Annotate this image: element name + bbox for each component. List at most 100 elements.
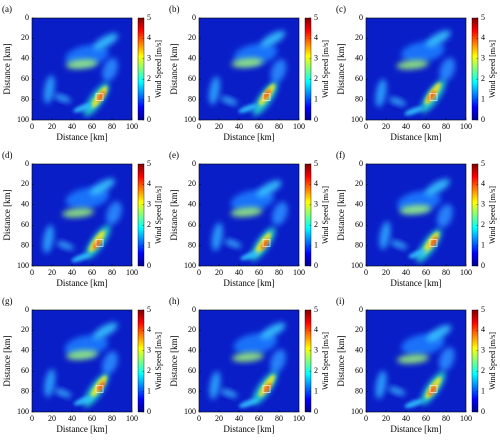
plot-frame	[365, 17, 467, 121]
colorbar-tick-label: 1	[481, 240, 485, 249]
x-tick-label: 100	[460, 414, 472, 423]
colorbar-tick-label: 4	[314, 325, 318, 334]
field-blob	[426, 324, 452, 342]
plot-frame	[198, 163, 300, 267]
field-blob	[396, 59, 429, 70]
y-tick-label: 60	[355, 220, 363, 229]
x-tick-label: 40	[68, 268, 76, 277]
panel-label: (a)	[2, 4, 12, 14]
field-blob	[64, 335, 109, 357]
field-blob	[90, 178, 115, 196]
x-tick-label: 20	[215, 414, 223, 423]
x-tick-label: 60	[255, 122, 263, 131]
y-tick-label: 100	[184, 115, 196, 124]
x-tick-label: 0	[30, 414, 34, 423]
y-tick-label: 20	[21, 325, 29, 334]
y-tick-label: 60	[188, 220, 196, 229]
x-tick-label: 80	[108, 122, 116, 131]
field-blob	[211, 222, 223, 251]
field	[366, 310, 466, 412]
x-tick-label: 40	[235, 414, 243, 423]
colorbar-tick-label: 0	[481, 115, 485, 124]
x-tick-label: 40	[402, 268, 410, 277]
field-blob	[93, 239, 101, 250]
y-tick-label: 40	[188, 54, 196, 63]
colorbar-label: Wind Speed [m/s]	[488, 332, 497, 390]
y-axis-label: Distance [km]	[336, 43, 346, 94]
field	[199, 164, 299, 266]
y-tick-label: 0	[192, 305, 196, 314]
y-tick-label: 100	[17, 407, 29, 416]
colorbar-tick-label: 0	[147, 115, 151, 124]
y-tick-label: 60	[21, 366, 29, 375]
x-tick-label: 0	[30, 268, 34, 277]
x-axis-label: Distance [km]	[223, 278, 274, 288]
colorbar-tick-label: 5	[314, 305, 318, 314]
x-tick-label: 60	[88, 268, 96, 277]
colorbar	[471, 309, 479, 413]
field-blob	[260, 322, 286, 340]
y-tick-label: 20	[21, 33, 29, 42]
x-tick-label: 100	[460, 268, 472, 277]
x-axis-label: Distance [km]	[56, 278, 107, 288]
field-blob	[224, 239, 242, 248]
x-tick-label: 100	[126, 122, 138, 131]
colorbar-label: Wind Speed [m/s]	[154, 332, 163, 390]
y-tick-label: 60	[355, 366, 363, 375]
x-tick-label: 20	[48, 268, 56, 277]
colorbar-tick-label: 1	[147, 386, 151, 395]
field-blob	[375, 370, 387, 399]
colorbar	[304, 309, 312, 413]
colorbar-tick-label: 4	[481, 33, 485, 42]
colorbar	[137, 309, 145, 413]
y-tick-label: 60	[21, 74, 29, 83]
field-blob	[379, 221, 391, 250]
colorbar-tick-label: 4	[314, 179, 318, 188]
x-tick-label: 100	[126, 414, 138, 423]
y-tick-label: 100	[351, 261, 363, 270]
y-tick-label: 100	[184, 407, 196, 416]
x-axis-label: Distance [km]	[223, 132, 274, 142]
colorbar-tick-label: 5	[147, 305, 151, 314]
colorbar-tick-label: 2	[147, 220, 151, 229]
plot-frame	[31, 17, 133, 121]
field-blob	[208, 76, 220, 105]
x-tick-label: 20	[48, 122, 56, 131]
y-tick-label: 20	[355, 33, 363, 42]
x-tick-label: 60	[255, 268, 263, 277]
field-blob	[272, 201, 288, 226]
colorbar-label: Wind Speed [m/s]	[488, 186, 497, 244]
colorbar-tick-label: 3	[481, 200, 485, 209]
field-blob	[437, 204, 453, 228]
site-marker	[95, 239, 104, 247]
x-tick-label: 40	[235, 268, 243, 277]
colorbar-tick-label: 3	[314, 54, 318, 63]
y-tick-label: 20	[355, 179, 363, 188]
colorbar	[304, 163, 312, 267]
x-tick-label: 0	[364, 414, 368, 423]
x-tick-label: 0	[197, 268, 201, 277]
colorbar-tick-label: 3	[147, 200, 151, 209]
y-tick-label: 100	[17, 115, 29, 124]
y-tick-label: 80	[21, 386, 29, 395]
x-tick-label: 20	[215, 268, 223, 277]
colorbar	[471, 163, 479, 267]
y-axis-label: Distance [km]	[169, 335, 179, 386]
panel-label: (c)	[336, 4, 346, 14]
field-blob	[425, 30, 451, 47]
plot-frame	[198, 309, 300, 413]
field-blob	[73, 396, 93, 406]
colorbar-tick-label: 2	[314, 220, 318, 229]
x-tick-label: 80	[275, 414, 283, 423]
field-blob	[230, 207, 263, 217]
field-blob	[404, 106, 424, 116]
site-marker	[429, 93, 438, 101]
y-tick-label: 80	[21, 240, 29, 249]
colorbar-tick-label: 4	[314, 33, 318, 42]
x-axis-label: Distance [km]	[390, 132, 441, 142]
